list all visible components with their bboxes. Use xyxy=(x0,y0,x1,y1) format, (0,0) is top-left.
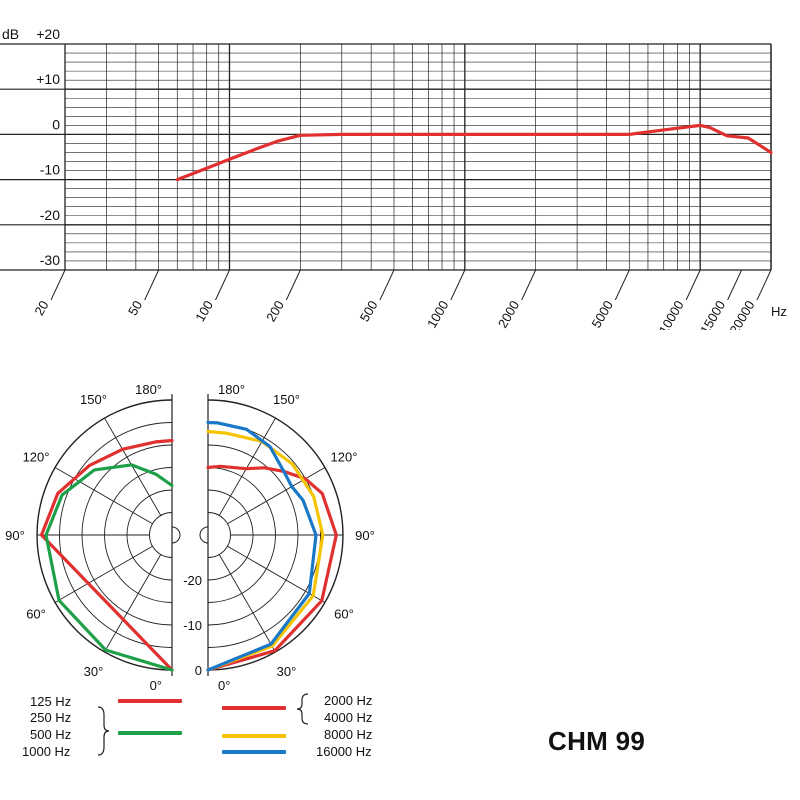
polar-curve-right-4 xyxy=(206,420,318,672)
freq-x-tick-leader xyxy=(756,269,772,301)
legend-label-4000hz: 4000 Hz xyxy=(324,710,373,725)
polar-angle-label-left: 150° xyxy=(80,392,107,407)
legend-line-2000-4000hz xyxy=(222,706,286,710)
freq-x-tick-label: 50 xyxy=(125,298,145,318)
freq-y-tick-label: -10 xyxy=(40,162,60,178)
legend-brace-left xyxy=(97,706,110,756)
freq-x-tick-label: 500 xyxy=(357,298,381,324)
freq-x-tick-label: 100 xyxy=(192,298,216,324)
legend-line-125hz xyxy=(118,699,182,703)
freq-x-tick-label: 1000 xyxy=(424,298,451,330)
polar-angle-label-left: 90° xyxy=(5,528,25,543)
freq-y-tick-label: +10 xyxy=(36,71,60,87)
model-title: CHM 99 xyxy=(548,726,646,756)
freq-x-tick-leader xyxy=(144,269,160,301)
polar-radial-line xyxy=(54,467,153,525)
polar-radial-line xyxy=(218,554,276,653)
freq-x-tick-leader xyxy=(521,269,537,301)
polar-curve-left-1 xyxy=(44,463,174,672)
freq-x-tick-label: 2000 xyxy=(495,298,522,330)
legend-line-8000hz xyxy=(222,734,286,738)
polar-radial-line xyxy=(218,417,276,516)
polar-curve-left-0 xyxy=(39,438,174,672)
polar-center-notch xyxy=(199,526,209,544)
freq-x-tick-leader xyxy=(215,269,230,301)
legend-label-16000hz: 16000 Hz xyxy=(316,744,372,759)
frequency-response-chart: +20 +10 0 -10 -20 -30 dB 20 50 100 200 500 1000 2000 5… xyxy=(0,26,787,330)
polar-center-notch xyxy=(171,526,181,544)
freq-x-tick-leader xyxy=(379,269,395,301)
polar-ring xyxy=(149,512,173,558)
polar-db-label: -20 xyxy=(183,573,202,588)
legend-label-250hz: 250 Hz xyxy=(30,710,72,725)
legend-label-125hz: 125 Hz xyxy=(30,694,72,709)
freq-x-tick-label: 5000 xyxy=(588,298,615,330)
freq-x-tick-leader xyxy=(685,269,701,301)
polar-angle-label-right: 120° xyxy=(331,450,358,465)
freq-x-tick-leader xyxy=(50,269,66,301)
freq-y-axis-label: dB xyxy=(2,26,19,42)
freq-y-tick-label: -20 xyxy=(40,207,60,223)
polar-radial-line xyxy=(54,545,153,603)
freq-x-axis-label: Hz xyxy=(771,304,787,319)
legend-label-8000hz: 8000 Hz xyxy=(324,727,373,742)
freq-x-tick-label: 20000 xyxy=(727,298,758,330)
legend-label-1000hz: 1000 Hz xyxy=(22,744,71,759)
polar-angle-label-right: 90° xyxy=(355,528,375,543)
freq-x-tick-label: 200 xyxy=(263,298,287,324)
freq-x-tick-label: 20 xyxy=(31,298,51,318)
polar-curve-right-3 xyxy=(206,429,325,672)
polar-half-left xyxy=(36,394,181,676)
polar-half-right xyxy=(199,394,344,676)
legend-brace-right xyxy=(296,693,309,725)
polar-db-label: 0 xyxy=(195,663,202,678)
polar-angle-label-left: 0° xyxy=(150,678,162,690)
polar-angle-label-right: 0° xyxy=(218,678,230,690)
freq-y-tick-label: 0 xyxy=(52,116,60,132)
polar-angle-label-right: 150° xyxy=(273,392,300,407)
legend-label-2000hz: 2000 Hz xyxy=(324,693,373,708)
legend-line-16000hz xyxy=(222,750,286,754)
freq-x-tick-leader xyxy=(614,269,630,301)
polar-angle-label-left: 30° xyxy=(84,664,104,679)
polar-angle-label-right: 180° xyxy=(218,382,245,397)
polar-angle-label-right: 30° xyxy=(277,664,297,679)
freq-x-tick-leader xyxy=(727,269,743,301)
freq-x-tick-label: 10000 xyxy=(656,298,687,330)
freq-x-tick-label: 15000 xyxy=(697,298,728,330)
freq-x-tick-leader xyxy=(450,269,466,301)
polar-radial-line xyxy=(227,467,326,525)
freq-y-tick-label: -30 xyxy=(40,252,60,268)
polar-angle-label-right: 60° xyxy=(334,607,354,622)
polar-ring xyxy=(207,512,231,558)
frequency-response-line xyxy=(175,123,773,182)
legend-label-500hz: 500 Hz xyxy=(30,727,72,742)
polar-angle-label-left: 180° xyxy=(135,382,162,397)
polar-db-label: -10 xyxy=(183,618,202,633)
freq-y-tick-label: +20 xyxy=(36,26,60,42)
polar-angle-label-left: 120° xyxy=(23,450,50,465)
polar-angle-label-left: 60° xyxy=(26,607,46,622)
polar-pattern-chart: 180° 180° 150° 150° 120° 120° 90° 90° 60° 60° 30° 3… xyxy=(5,382,375,690)
freq-x-tick-leader xyxy=(285,269,301,301)
polar-radial-line xyxy=(104,554,162,653)
legend-line-250-1000hz xyxy=(118,731,182,735)
polar-curve-right-2 xyxy=(206,464,338,672)
